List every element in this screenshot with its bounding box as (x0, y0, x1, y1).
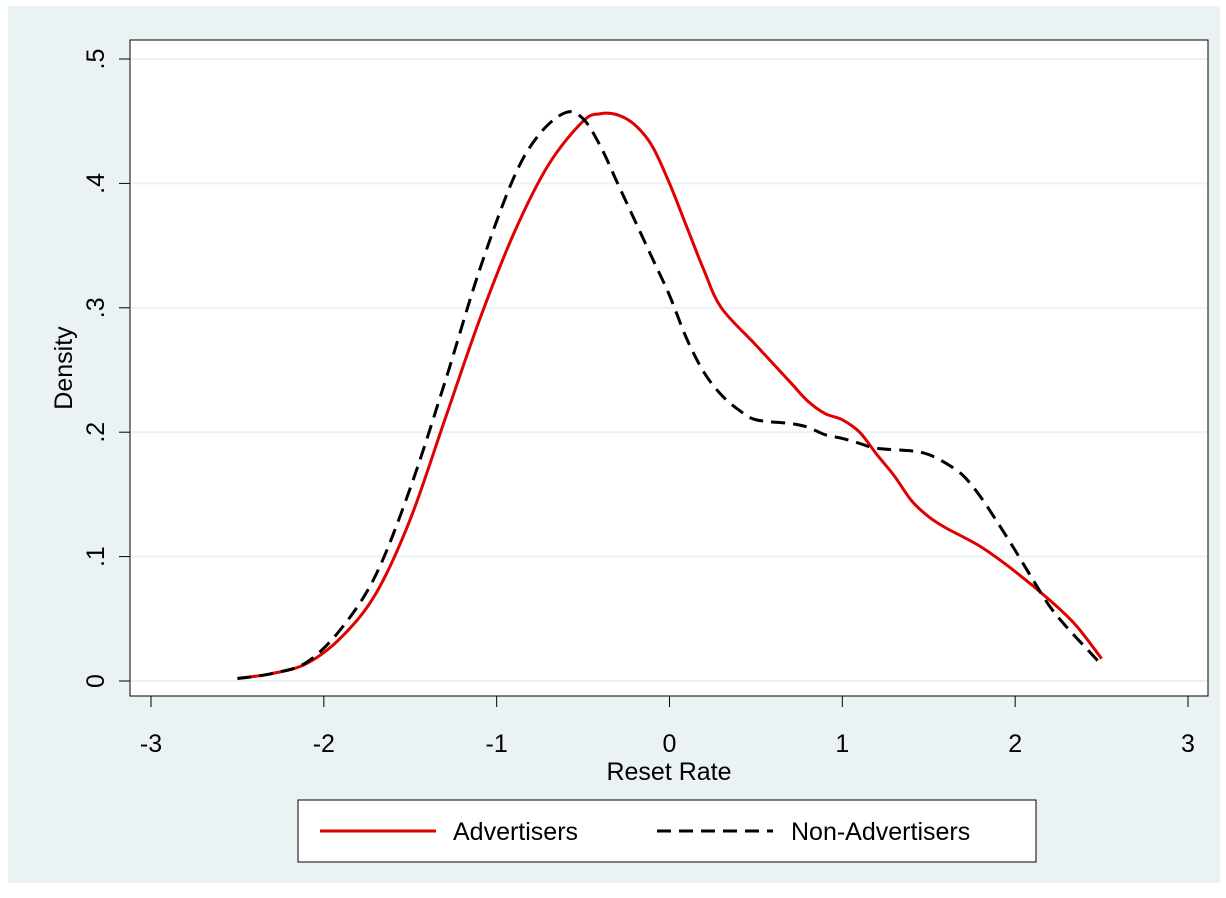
series-line-advertisers (237, 111, 1103, 680)
y-tick-label: 0 (82, 674, 110, 688)
x-tick-label: -2 (313, 730, 335, 758)
legend: Advertisers Non-Advertisers (297, 799, 1037, 863)
x-tick-label: -1 (486, 730, 508, 758)
x-tick-label: -3 (140, 730, 162, 758)
legend-label-advertisers: Advertisers (453, 818, 578, 846)
x-tick-label: 1 (835, 730, 849, 758)
y-tick-label: .4 (82, 173, 110, 194)
y-axis: 0 .1 .2 .3 .4 .5 (82, 49, 130, 688)
series-line-non-advertisers (237, 110, 1103, 680)
y-tick-label: .5 (82, 49, 110, 70)
plot-area (129, 39, 1209, 697)
x-axis: -3 -2 -1 0 1 2 3 (140, 696, 1195, 758)
x-axis-label: Reset Rate (606, 758, 731, 786)
x-tick-label: 2 (1008, 730, 1022, 758)
y-tick-label: .2 (82, 422, 110, 443)
y-axis-label: Density (50, 326, 78, 410)
x-tick-label: 3 (1181, 730, 1195, 758)
y-tick-label: .3 (82, 297, 110, 318)
legend-label-non-advertisers: Non-Advertisers (791, 818, 970, 846)
series-layer (237, 110, 1103, 680)
y-tick-label: .1 (82, 546, 110, 567)
x-tick-label: 0 (663, 730, 677, 758)
